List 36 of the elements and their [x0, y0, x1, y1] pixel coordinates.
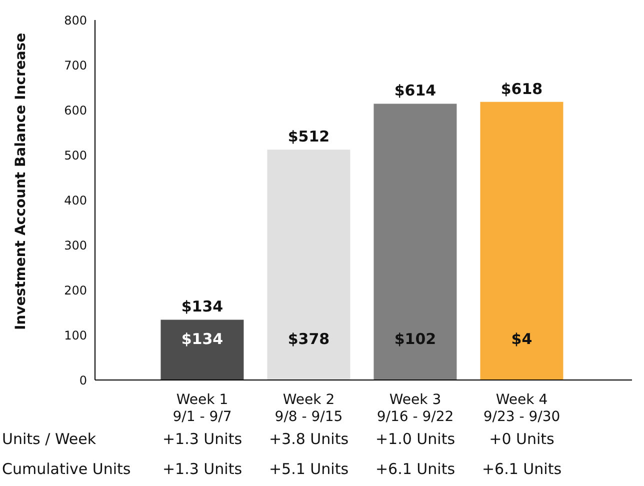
bar [374, 104, 457, 380]
text: +5.1 Units [268, 460, 350, 478]
y-tick-label: 800 [64, 13, 87, 28]
y-axis-title: Investment Account Balance Increase [12, 32, 29, 330]
data-label: $512 [288, 128, 330, 146]
text: +6.1 Units [374, 460, 456, 478]
text: +3.8 Units [268, 430, 350, 448]
data-label: $614 [394, 82, 436, 100]
data-label: $134 [181, 298, 224, 316]
y-tick-label: 400 [64, 193, 87, 208]
bar [480, 102, 564, 380]
y-tick-label: 600 [64, 103, 87, 118]
y-tick-label: 500 [64, 148, 87, 162]
annotation: $4 [511, 330, 532, 348]
x-tick-label: Week 3 9/16 - 9/22 [376, 392, 454, 425]
y-tick-label: 0 [79, 373, 87, 388]
annotation: $378 [288, 330, 330, 348]
y-tick-label: 200 [64, 283, 87, 298]
text: +1.3 Units [161, 430, 244, 448]
text: Units / Week [2, 430, 96, 448]
annotation: $102 [394, 330, 436, 348]
text: +1.0 Units [374, 430, 456, 448]
bar [160, 320, 244, 380]
bar [267, 150, 350, 380]
data-label: $618 [500, 80, 543, 98]
text: +6.1 Units [480, 460, 563, 478]
text: Cumulative Units [2, 460, 131, 478]
x-tick-label: Week 4 9/23 - 9/30 [483, 392, 560, 425]
y-tick-label: 300 [64, 238, 87, 252]
x-tick-label: Week 1 9/1 - 9/7 [172, 392, 232, 425]
text: +1.3 Units [161, 460, 244, 478]
text: +0 Units [488, 430, 556, 448]
y-tick-label: 100 [64, 328, 87, 342]
annotation: $134 [181, 330, 224, 348]
y-tick-label: 700 [64, 58, 87, 72]
x-tick-label: Week 2 9/8 - 9/15 [274, 392, 343, 425]
